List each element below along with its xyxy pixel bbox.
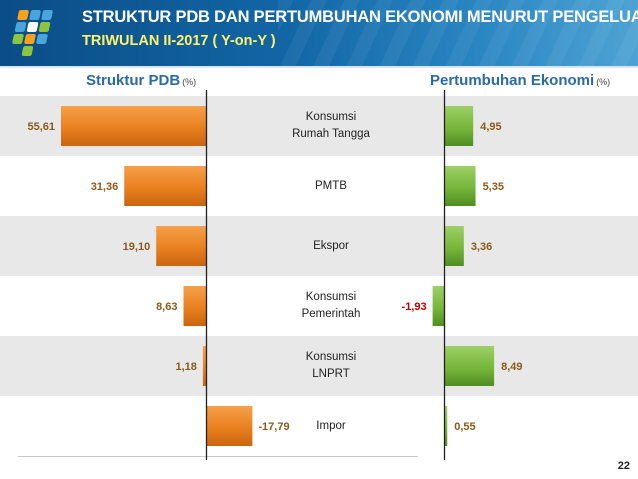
right-bar-label: 3,36 <box>471 241 492 253</box>
slide-title: STRUKTUR PDB DAN PERTUMBUHAN EKONOMI MEN… <box>82 8 638 26</box>
right-bar-label: 0,55 <box>454 421 475 433</box>
category-label: Ekspor <box>268 238 394 255</box>
category-label-line: Rumah Tangga <box>292 128 370 140</box>
header-decoration <box>278 0 638 66</box>
category-label: Impor <box>268 418 394 435</box>
category-label-line: Ekspor <box>313 239 349 252</box>
left-section-title: Struktur PDB (%) <box>86 72 196 89</box>
category-label-line: Konsumsi <box>305 111 357 123</box>
left-bar-label: 31,36 <box>91 181 119 193</box>
right-bar <box>444 406 448 446</box>
category-label-line: Impor <box>316 419 346 432</box>
category-label-line: Pemerintah <box>301 308 361 320</box>
right-bar-label: 8,49 <box>501 361 522 373</box>
category-label-line: LNPRT <box>312 368 350 380</box>
right-bar <box>444 106 474 146</box>
page-number: 22 <box>617 460 630 472</box>
left-bar-label: 19,10 <box>123 241 151 253</box>
right-bar <box>444 166 476 206</box>
category-label: Konsumsi LNPRT <box>268 349 394 383</box>
row-band <box>0 396 638 456</box>
left-bar-label: 55,61 <box>27 121 55 133</box>
left-bar-label: -17,79 <box>258 421 289 433</box>
header-divider <box>0 66 638 68</box>
right-section-label: Pertumbuhan Ekonomi <box>430 72 595 89</box>
category-label-line: Konsumsi <box>305 351 357 363</box>
left-bar <box>61 106 206 146</box>
left-section-label: Struktur PDB <box>86 72 181 89</box>
left-bar-label: 1,18 <box>176 361 197 373</box>
category-label-line: Konsumsi <box>305 291 357 303</box>
right-bar <box>432 286 444 326</box>
right-section-unit: (%) <box>596 77 611 87</box>
row-band <box>0 216 638 276</box>
left-section-unit: (%) <box>182 77 197 87</box>
category-label: Konsumsi Rumah Tangga <box>268 109 394 143</box>
row-band <box>0 276 638 336</box>
row-band <box>0 336 638 396</box>
right-bar <box>444 346 495 386</box>
right-section-title: Pertumbuhan Ekonomi (%) <box>430 72 610 89</box>
slide-subtitle: TRIWULAN II-2017 ( Y-on-Y ) <box>82 33 276 49</box>
category-label: Konsumsi Pemerintah <box>268 289 394 323</box>
right-bar-label: 5,35 <box>483 181 504 193</box>
right-bar-label: -1,93 <box>402 301 427 313</box>
left-bar <box>183 286 206 326</box>
right-bar <box>444 226 464 266</box>
left-bar <box>124 166 206 206</box>
bps-logo-icon <box>12 10 53 56</box>
left-bar <box>156 226 206 266</box>
left-bar <box>206 406 253 446</box>
row-band <box>0 156 638 216</box>
category-label-line: PMTB <box>315 179 347 192</box>
slide-header: STRUKTUR PDB DAN PERTUMBUHAN EKONOMI MEN… <box>0 0 638 66</box>
category-label: PMTB <box>268 178 394 195</box>
left-bar-label: 8,63 <box>156 301 177 313</box>
left-bar <box>202 346 206 386</box>
right-bar-label: 4,95 <box>480 121 501 133</box>
